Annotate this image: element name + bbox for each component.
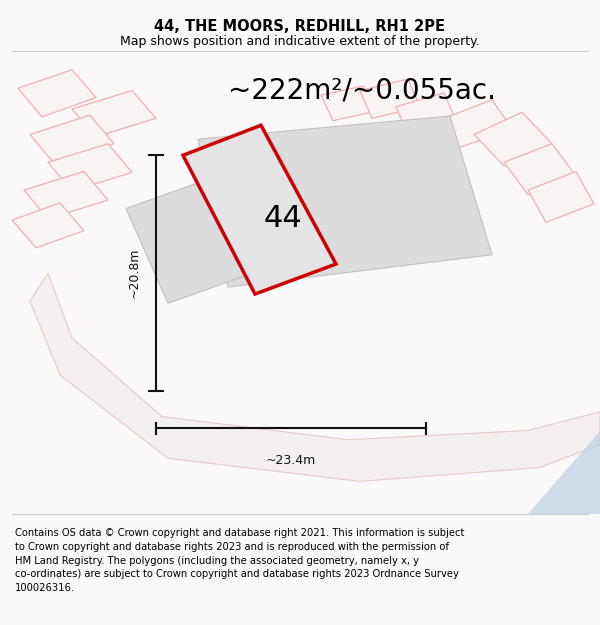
Polygon shape	[183, 125, 336, 294]
Polygon shape	[360, 79, 420, 118]
Polygon shape	[48, 144, 132, 191]
Polygon shape	[18, 70, 96, 117]
Text: 44: 44	[263, 204, 302, 233]
Polygon shape	[30, 115, 114, 163]
Text: HM Land Registry. The polygons (including the associated geometry, namely x, y: HM Land Registry. The polygons (includin…	[15, 556, 419, 566]
Text: Map shows position and indicative extent of the property.: Map shows position and indicative extent…	[120, 35, 480, 48]
Polygon shape	[321, 86, 375, 121]
Polygon shape	[12, 203, 84, 248]
Text: 44, THE MOORS, REDHILL, RH1 2PE: 44, THE MOORS, REDHILL, RH1 2PE	[155, 19, 445, 34]
Polygon shape	[198, 116, 492, 287]
Polygon shape	[438, 100, 513, 148]
Text: ~20.8m: ~20.8m	[128, 248, 141, 299]
Polygon shape	[474, 112, 552, 166]
Text: Contains OS data © Crown copyright and database right 2021. This information is : Contains OS data © Crown copyright and d…	[15, 528, 464, 538]
Polygon shape	[528, 431, 600, 514]
Text: ~23.4m: ~23.4m	[266, 454, 316, 467]
Polygon shape	[24, 171, 108, 219]
Polygon shape	[504, 144, 576, 194]
Polygon shape	[528, 171, 594, 222]
Polygon shape	[30, 273, 600, 481]
Text: co-ordinates) are subject to Crown copyright and database rights 2023 Ordnance S: co-ordinates) are subject to Crown copyr…	[15, 569, 459, 579]
Polygon shape	[396, 93, 456, 134]
Text: 100026316.: 100026316.	[15, 583, 75, 593]
Text: ~222m²/~0.055ac.: ~222m²/~0.055ac.	[228, 76, 496, 104]
Polygon shape	[126, 181, 252, 303]
Text: to Crown copyright and database rights 2023 and is reproduced with the permissio: to Crown copyright and database rights 2…	[15, 542, 449, 552]
Polygon shape	[72, 91, 156, 137]
